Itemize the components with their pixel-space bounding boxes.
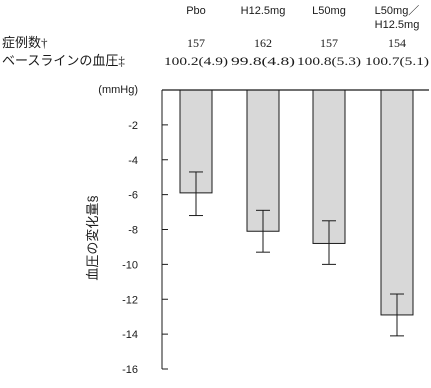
unit-label: (mmHg) [98, 84, 138, 96]
sample-size-value: 162 [254, 36, 272, 50]
y-axis-label: 血圧の変化量§ [85, 195, 100, 280]
baseline-value: 99.8(4.8) [231, 54, 295, 68]
baseline-value: 100.2(4.9) [164, 54, 228, 68]
y-tick-label: -14 [122, 329, 138, 341]
sample-size-label: 症例数† [2, 35, 48, 50]
category-label: L50mg／ [375, 4, 420, 17]
y-tick-label: -10 [122, 259, 138, 271]
baseline-value: 100.8(5.3) [297, 54, 361, 68]
y-tick-label: -16 [122, 364, 138, 376]
y-tick-label: -6 [128, 190, 138, 202]
y-tick-label: -8 [128, 225, 138, 237]
sample-size-value: 154 [388, 36, 406, 50]
y-tick-label: -2 [128, 120, 138, 132]
sample-size-value: 157 [320, 36, 338, 50]
category-label: H12.5mg [375, 19, 420, 31]
bar [380, 89, 414, 316]
category-label: L50mg [312, 5, 346, 17]
baseline-label: ベースラインの血圧‡ [2, 53, 125, 68]
category-label: Pbo [186, 5, 206, 17]
sample-size-value: 157 [187, 36, 205, 50]
y-tick-label: -12 [122, 294, 138, 306]
baseline-value: 100.7(5.1) [365, 54, 429, 68]
y-tick-label: -4 [128, 155, 138, 167]
category-label: H12.5mg [241, 5, 286, 17]
